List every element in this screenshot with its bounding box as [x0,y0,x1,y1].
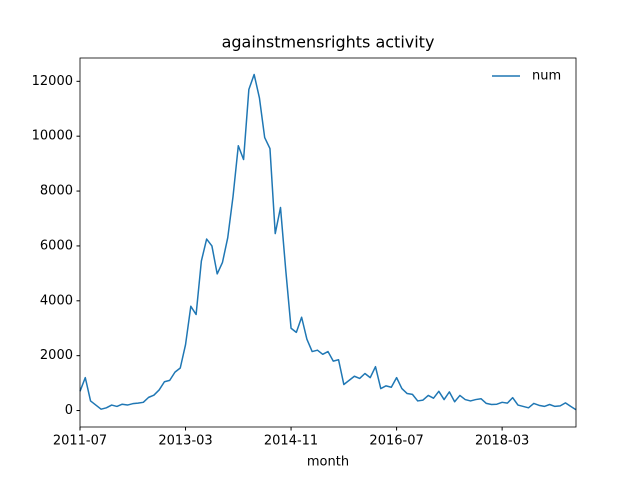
line-series [79,73,577,411]
x-tick-label: 2013-03 [158,434,212,449]
chart-title: againstmensrights activity [222,33,435,52]
y-tick-label: 10000 [32,129,73,144]
x-tick-label: 2011-07 [53,434,107,449]
y-tick-label: 12000 [32,74,73,89]
x-tick-label: 2018-03 [475,434,529,449]
y-tick-label: 8000 [40,184,73,199]
x-tick-label: 2016-07 [369,434,423,449]
y-tick-label: 4000 [40,293,73,308]
x-tick-label: 2014-11 [264,434,318,449]
y-tick-label: 2000 [40,348,73,363]
y-tick-label: 6000 [40,238,73,253]
legend-label: num [532,69,561,84]
y-tick-label: 0 [65,403,73,418]
axes-frame [79,57,577,428]
x-axis-label: month [307,455,349,470]
